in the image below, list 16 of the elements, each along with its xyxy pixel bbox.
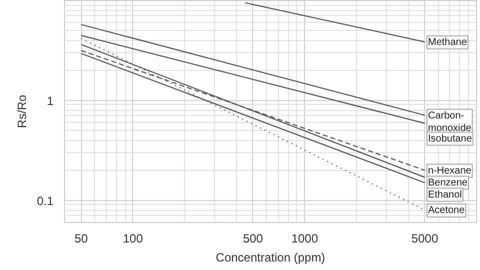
series-label: n-Hexane <box>428 165 472 176</box>
series-label: Benzene <box>428 177 468 188</box>
x-axis-title: Concentration (ppm) <box>216 250 326 264</box>
series-label: Ethanol <box>428 189 462 200</box>
x-tick-label: 500 <box>242 232 264 246</box>
series-label: Isobutane <box>428 133 472 144</box>
y-axis-title: Rs/Ro <box>14 94 29 128</box>
x-tick-label: 50 <box>74 232 88 246</box>
series-label: Acetone <box>428 205 466 216</box>
y-tick-label: 1 <box>46 94 54 108</box>
x-tick-label: 1000 <box>291 232 318 246</box>
y-tick-label: 0.1 <box>36 194 54 208</box>
series-label: Methane <box>428 36 468 48</box>
x-tick-label: 5000 <box>411 232 438 246</box>
series-label: Carbon- monoxide <box>428 110 472 134</box>
x-tick-label: 100 <box>122 232 144 246</box>
